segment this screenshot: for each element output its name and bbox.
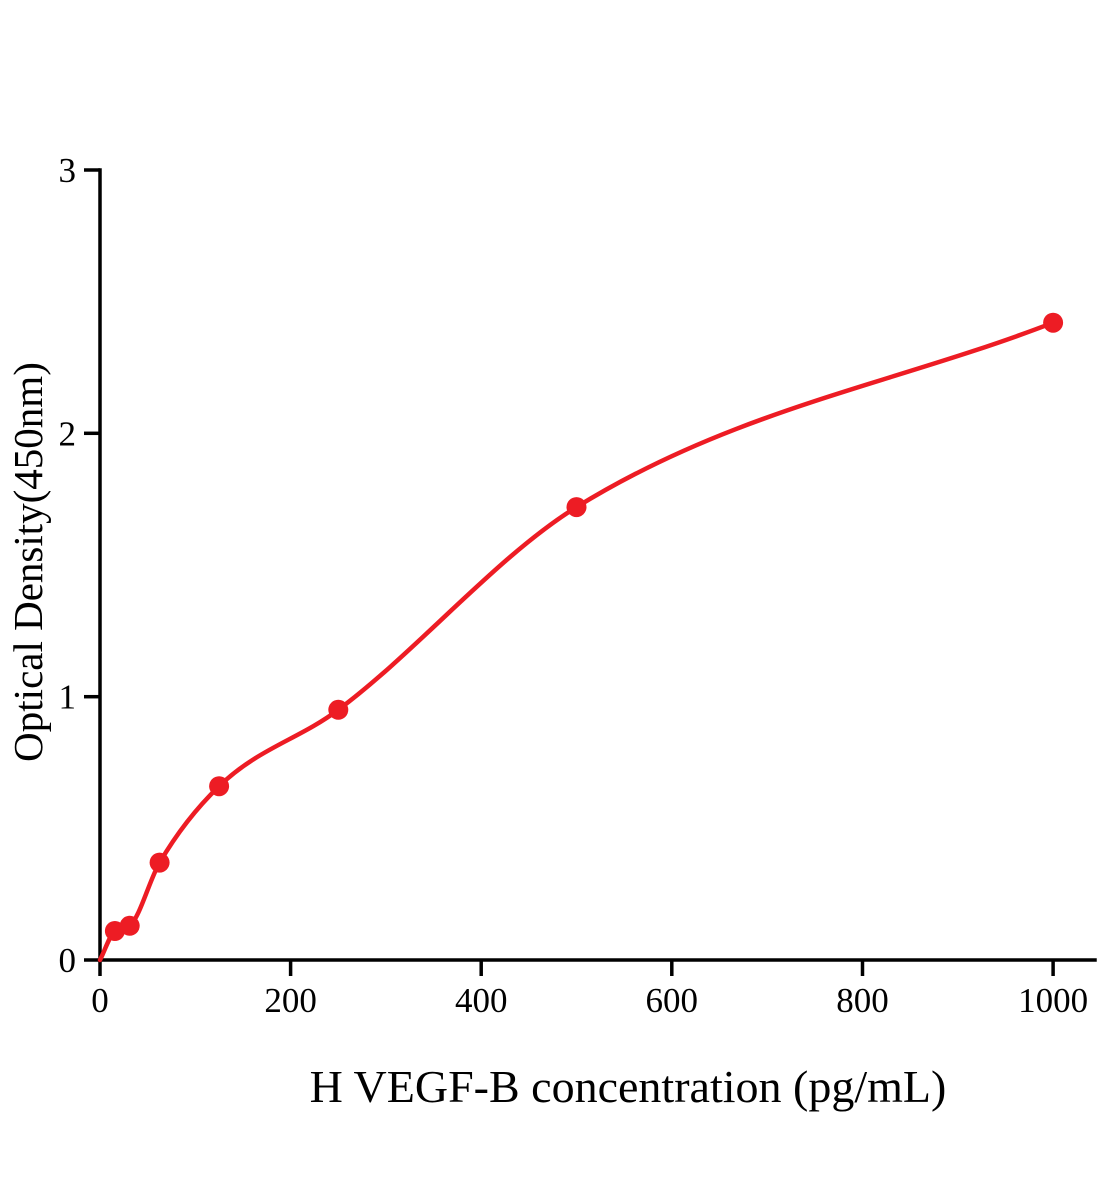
x-tick-label: 800 bbox=[836, 981, 889, 1020]
data-point bbox=[328, 699, 349, 720]
x-tick-label: 200 bbox=[264, 981, 317, 1020]
data-point bbox=[1043, 312, 1064, 333]
x-tick-label: 0 bbox=[91, 981, 109, 1020]
data-point bbox=[566, 497, 587, 518]
y-axis-title: Optical Density(450nm) bbox=[5, 362, 51, 762]
y-tick-label: 2 bbox=[59, 414, 77, 453]
data-point bbox=[149, 852, 170, 873]
data-point bbox=[119, 915, 140, 936]
data-point bbox=[209, 776, 230, 797]
x-tick-label: 400 bbox=[455, 981, 508, 1020]
x-tick-label: 1000 bbox=[1018, 981, 1088, 1020]
y-tick-label: 0 bbox=[59, 941, 77, 980]
x-tick-label: 600 bbox=[646, 981, 699, 1020]
y-tick-label: 3 bbox=[59, 151, 77, 190]
chart-plot-area: 0 200 400 600 800 1000 0 1 2 3 bbox=[59, 151, 1097, 1020]
y-tick-label: 1 bbox=[59, 678, 77, 717]
x-axis-title: H VEGF-B concentration (pg/mL) bbox=[310, 1061, 947, 1112]
fit-curve bbox=[97, 320, 1056, 963]
